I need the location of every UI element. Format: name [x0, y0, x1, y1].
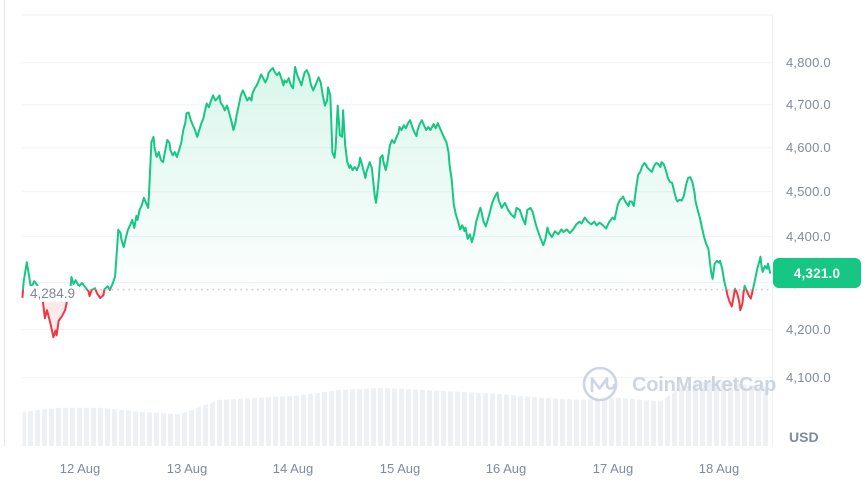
watermark: CoinMarketCap	[582, 366, 776, 402]
x-tick-label: 18 Aug	[698, 461, 740, 476]
y-tick-label: 4,400.0	[786, 229, 831, 244]
area-fill-up	[22, 66, 771, 290]
x-tick-label: 14 Aug	[272, 461, 314, 476]
currency-unit-label: USD	[789, 429, 819, 445]
y-tick-label: 4,700.0	[786, 97, 831, 112]
x-tick-label: 17 Aug	[592, 461, 634, 476]
logo-m-glyph	[590, 377, 616, 393]
volume-silhouette	[22, 380, 771, 446]
x-tick-label: 15 Aug	[379, 461, 421, 476]
y-tick-label: 4,600.0	[786, 140, 831, 155]
x-tick-label: 16 Aug	[485, 461, 527, 476]
coinmarketcap-logo-icon	[582, 366, 618, 402]
y-tick-label: 4,800.0	[786, 55, 831, 70]
y-tick-label: 4,500.0	[786, 184, 831, 199]
x-tick-label: 13 Aug	[166, 461, 208, 476]
y-tick-label: 4,200.0	[786, 322, 831, 337]
watermark-text: CoinMarketCap	[632, 374, 776, 396]
x-tick-label: 12 Aug	[59, 461, 101, 476]
y-tick-label: 4,100.0	[786, 370, 831, 385]
current-price-badge: 4,321.0	[773, 258, 861, 288]
price-line-up	[22, 65, 772, 290]
baseline-price-label: 4,284.9	[26, 286, 80, 302]
